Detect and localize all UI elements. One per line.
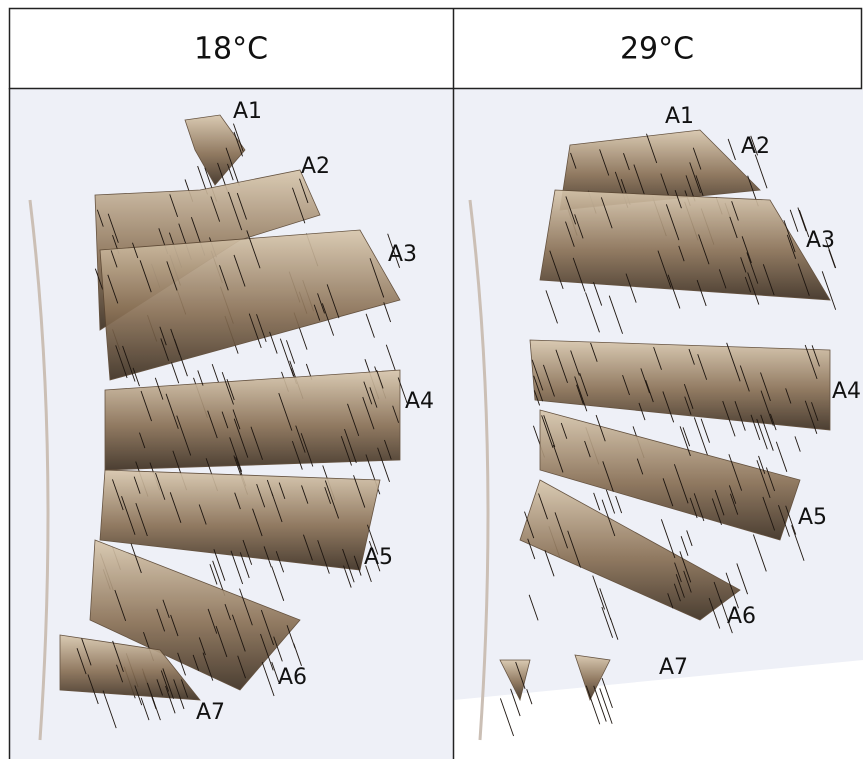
- panel-title: 18°C: [194, 32, 268, 67]
- segment-label: A4: [405, 389, 434, 414]
- segment-label: A6: [278, 665, 307, 690]
- segment-label: A1: [233, 99, 262, 124]
- segment-label: A2: [301, 154, 330, 179]
- figure: 18°C 29°C A1 A2 A3 A4 A5 A6 A7 A1 A2 A3 A4 A5 A6 A7: [0, 0, 863, 759]
- segment-label: A2: [741, 134, 770, 159]
- segment-label: A1: [665, 104, 694, 129]
- segment-label: A5: [798, 505, 827, 530]
- segment-label: A3: [806, 228, 835, 253]
- segment-label: A4: [832, 379, 861, 404]
- segment-label: A7: [659, 655, 688, 680]
- segment-label: A6: [727, 604, 756, 629]
- panel-title: 29°C: [620, 32, 694, 67]
- segment-label: A3: [388, 242, 417, 267]
- header-row: [10, 9, 862, 89]
- segment-label: A7: [196, 700, 225, 725]
- segment-label: A5: [364, 545, 393, 570]
